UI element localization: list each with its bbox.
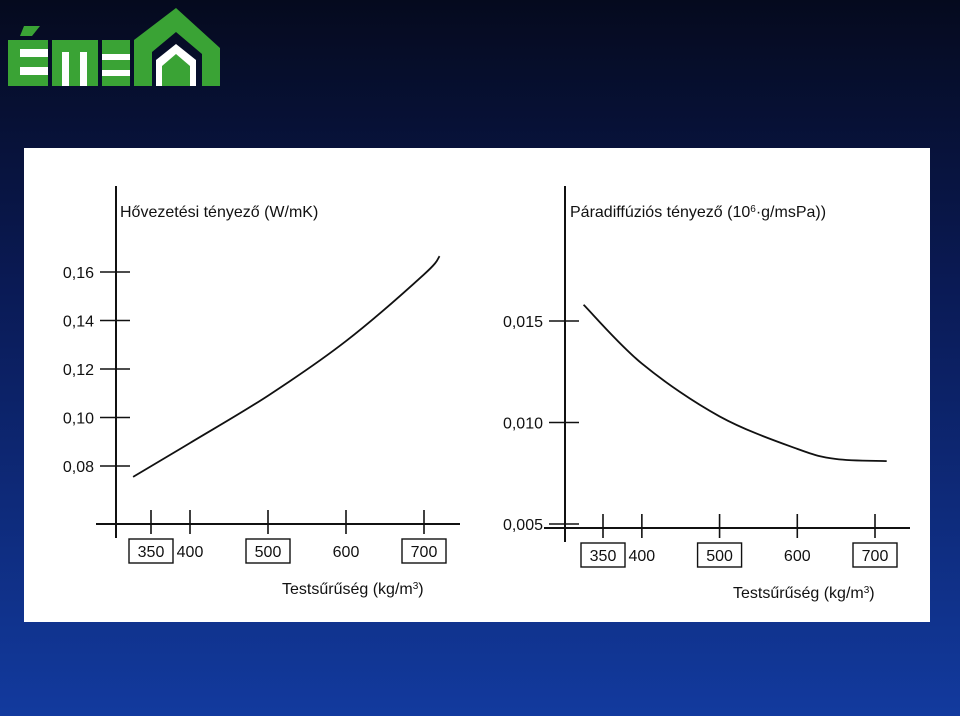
chart1-y-tick-label: 0,14 [63, 314, 94, 331]
chart1-x-tick-label: 700 [411, 544, 438, 561]
logo-roof [134, 8, 220, 86]
chart1-series-line [132, 255, 441, 478]
chart2-series-line [582, 304, 887, 462]
chart2-x-tick-box [580, 542, 626, 568]
chart2-x-tick-label: 700 [862, 548, 889, 565]
chart2-y-tick-label: 0,005 [503, 517, 543, 534]
chart2-x-tick-box [852, 542, 898, 568]
logo-letter-m [52, 40, 98, 86]
chart1-x-tick-label: 400 [177, 544, 204, 561]
logo-letter-i [102, 40, 130, 86]
chart-panel: Hővezetési tényező (W/mK) 0,08 0,10 0,12 0,1… [24, 148, 930, 622]
chart1-y-tick-label: 0,16 [63, 265, 94, 282]
chart1-title: Hővezetési tényező (W/mK) [120, 204, 318, 221]
chart1-x-tick-box [401, 538, 447, 564]
chart2-y-tick-label: 0,010 [503, 416, 543, 433]
chart1-y-tick-label: 0,10 [63, 411, 94, 428]
chart1-x-axis-title: Testsűrűség (kg/m3) [282, 581, 424, 599]
chart1-x-tick-box [128, 538, 174, 564]
chart2-x-axis-title: Testsűrűség (kg/m3) [733, 585, 875, 603]
chart1-x-tick-label: 500 [255, 544, 282, 561]
chart1-x-tick-box [245, 538, 291, 564]
chart1-y-tick-label: 0,12 [63, 362, 94, 379]
logo-letter-e [8, 26, 48, 86]
chart2-x-tick-label: 600 [784, 548, 811, 565]
emi-logo [8, 8, 220, 86]
chart2-x-tick-label: 500 [706, 548, 733, 565]
chart2-title: Páradiffúziós tényező (106·g/msPa)) [570, 204, 826, 222]
chart2-x-tick-box [696, 542, 743, 568]
chart1-x-tick-label: 350 [138, 544, 165, 561]
chart1-y-tick-label: 0,08 [63, 459, 94, 476]
chart2-y-tick-label: 0,015 [503, 314, 543, 331]
chart2-x-tick-label: 400 [629, 548, 656, 565]
charts-svg: Hővezetési tényező (W/mK) 0,08 0,10 0,12 0,1… [63, 186, 910, 603]
chart1-x-tick-label: 600 [333, 544, 360, 561]
chart2-x-tick-label: 350 [590, 548, 617, 565]
